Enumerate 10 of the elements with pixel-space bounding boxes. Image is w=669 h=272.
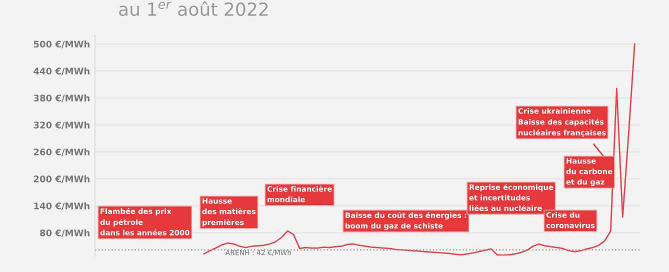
y-tick-label: 260 €/MWh [34,148,90,156]
y-tick-label: 320 €/MWh [34,121,90,130]
y-tick-label: 500 €/MWh [34,40,90,48]
y-tick-label: 380 €/MWh [34,94,90,102]
line-series [203,43,636,256]
y-tick-label: 440 €/MWh [34,68,90,76]
y-tick-label: 140 €/MWh [34,202,90,210]
y-tick-label: 200 €/MWh [34,175,90,184]
y-tick-label: 80 €/MWh [40,229,90,238]
chart-title: au 1$^{er}$ août 2022 [119,1,268,16]
